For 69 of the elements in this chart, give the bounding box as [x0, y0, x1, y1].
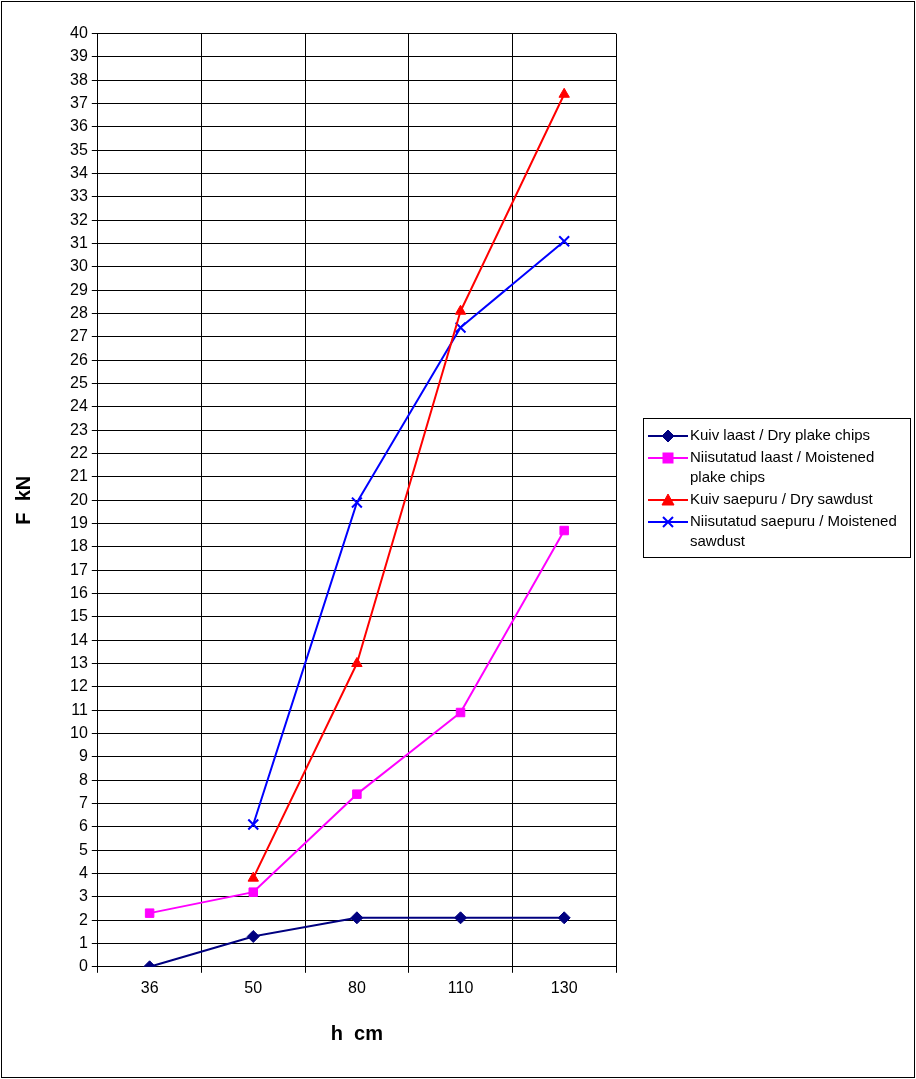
point: [247, 871, 259, 882]
legend-label: Niisutatud laast / Moistened plake chips: [690, 447, 876, 487]
y-tick-label: 26: [70, 350, 88, 368]
point: [144, 908, 155, 918]
y-tick-label: 25: [70, 373, 88, 391]
legend-label: Kuiv laast / Dry plake chips: [690, 425, 871, 445]
y-tick-label: 19: [70, 513, 88, 531]
legend-label: Kuiv saepuru / Dry sawdust: [690, 489, 873, 509]
y-tick-label: 33: [70, 187, 88, 205]
point: [454, 304, 467, 315]
y-tick-label: 39: [70, 47, 88, 65]
y-tick-label: 27: [70, 327, 88, 345]
y-tick-label: 9: [78, 747, 88, 765]
point: [455, 707, 466, 718]
y-tick-label: 28: [70, 303, 88, 321]
point: [352, 789, 362, 799]
x-tick-label: 80: [348, 978, 366, 996]
y-tick-label: 12: [70, 677, 88, 695]
y-tick-label: 5: [78, 840, 88, 858]
y-tick-label: 31: [70, 233, 88, 251]
y-tick-label: 34: [70, 163, 88, 181]
y-tick-label: 37: [70, 94, 88, 111]
point: [350, 911, 364, 925]
x-axis-title: h cm: [330, 1021, 384, 1044]
y-tick-label: 36: [70, 117, 88, 135]
point: [454, 911, 468, 925]
y-tick-label: 29: [70, 280, 88, 298]
point: [247, 818, 260, 831]
y-tick-label: 20: [70, 490, 88, 508]
y-tick-label: 15: [70, 607, 88, 625]
y-tick-label: 13: [70, 653, 88, 671]
y-tick-label: 35: [70, 140, 88, 158]
y-tick-label: 6: [78, 817, 88, 835]
y-tick-label: 2: [78, 910, 88, 928]
y-tick-label: 1: [78, 933, 88, 951]
x-tick-label: 130: [550, 978, 578, 996]
legend-label: Niisutatud saepuru / Moistened sawdust: [690, 511, 898, 551]
y-tick-label: 8: [78, 770, 88, 788]
point: [246, 929, 260, 943]
y-tick-label: 14: [70, 630, 88, 648]
y-tick-label: 24: [70, 397, 88, 415]
point: [350, 496, 363, 509]
point: [248, 887, 258, 897]
y-tick-label: 23: [70, 420, 88, 438]
x-tick-label: 110: [447, 978, 474, 996]
point: [558, 235, 571, 248]
y-tick-label: 32: [70, 210, 88, 228]
y-axis-title: F kN: [11, 475, 34, 525]
y-tick-label: 7: [78, 793, 88, 811]
point: [559, 525, 569, 536]
y-tick-label: 11: [71, 700, 88, 718]
y-tick-label: 0: [78, 957, 88, 975]
x-tick-label: 36: [140, 978, 159, 996]
y-tick-label: 21: [70, 467, 88, 485]
y-tick-label: 17: [70, 560, 88, 578]
y-tick-label: 3: [78, 887, 88, 905]
y-tick-label: 4: [78, 863, 88, 881]
point: [351, 657, 363, 668]
point: [454, 321, 467, 334]
y-tick-label: 10: [70, 723, 88, 741]
point: [557, 911, 571, 925]
y-tick-label: 40: [70, 24, 88, 42]
point: [558, 87, 570, 98]
y-tick-label: 16: [70, 583, 88, 601]
y-tick-label: 18: [70, 537, 88, 555]
x-tick-label: 50: [244, 978, 263, 996]
y-tick-label: 38: [70, 70, 88, 88]
y-tick-label: 22: [70, 443, 88, 461]
y-tick-label: 30: [70, 257, 88, 275]
